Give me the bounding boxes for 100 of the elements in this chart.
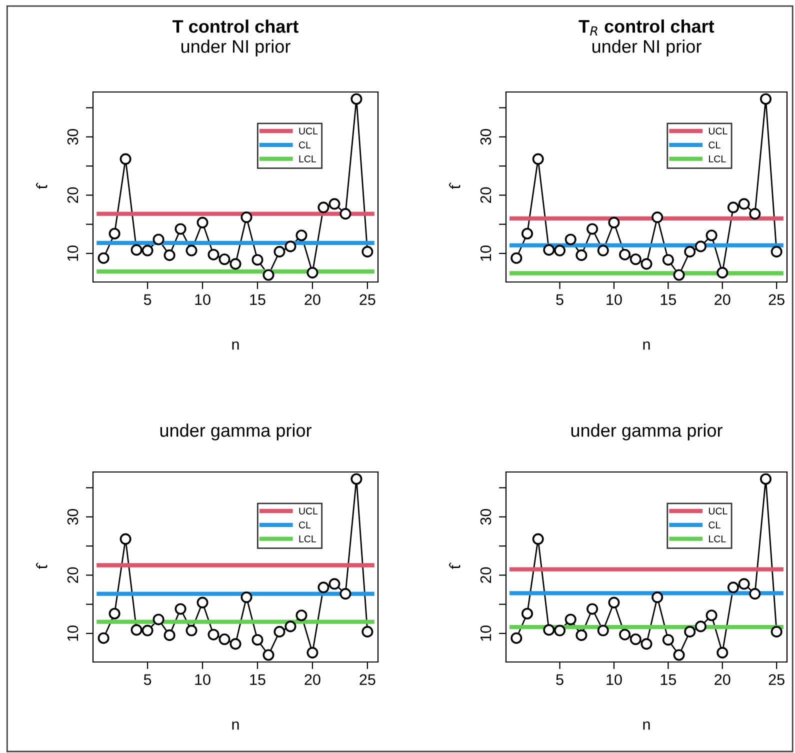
- x-tick-label: 5: [144, 674, 152, 686]
- y-tick-label: 30: [480, 508, 492, 525]
- point: [673, 269, 685, 281]
- y-axis-title: t̂: [448, 562, 460, 569]
- x-tick-label: 15: [250, 674, 266, 686]
- point: [608, 216, 620, 228]
- point: [350, 93, 362, 105]
- x-tick-label: 25: [360, 294, 376, 306]
- point: [362, 246, 374, 258]
- point: [284, 240, 296, 252]
- y-tick-label: 20: [480, 567, 492, 583]
- x-tick-label: 25: [768, 294, 784, 306]
- point: [208, 628, 220, 640]
- chart-title: T$_{R}$ control chart: [578, 19, 714, 36]
- legend-label: CL: [298, 142, 311, 148]
- point: [673, 649, 685, 661]
- x-tick-label: 20: [714, 674, 730, 686]
- y-tick-label: 30: [480, 128, 492, 145]
- y-axis-title: t̂: [36, 562, 48, 569]
- point: [142, 244, 154, 256]
- x-tick-label: 10: [606, 674, 622, 686]
- point: [208, 248, 220, 260]
- point: [694, 240, 706, 252]
- chart-subtitle: under gamma prior: [160, 424, 312, 440]
- point: [770, 626, 782, 638]
- y-tick-label: 10: [480, 626, 492, 641]
- x-tick-label: 20: [304, 294, 320, 306]
- point: [532, 533, 544, 545]
- point: [274, 626, 286, 638]
- point: [164, 629, 176, 641]
- legend-label: UCL: [299, 128, 318, 134]
- point: [564, 614, 576, 626]
- point: [564, 234, 576, 246]
- point: [586, 223, 598, 235]
- point: [760, 473, 772, 485]
- point: [186, 244, 198, 256]
- point: [630, 254, 642, 266]
- point: [328, 578, 340, 590]
- point: [130, 244, 142, 256]
- chart-subtitle: under gamma prior: [571, 424, 722, 440]
- point: [770, 246, 782, 258]
- point: [142, 624, 154, 636]
- point: [296, 610, 308, 622]
- point: [262, 649, 274, 661]
- x-tick-label: 10: [195, 294, 210, 306]
- point: [108, 608, 120, 620]
- legend-label: LCL: [299, 155, 316, 162]
- y-axis-title: t̂: [448, 182, 460, 189]
- point: [716, 266, 728, 278]
- point: [186, 624, 198, 636]
- point: [684, 626, 696, 638]
- point: [262, 269, 274, 281]
- point: [120, 533, 132, 545]
- point: [230, 638, 242, 650]
- y-axis-title: t̂: [36, 182, 48, 189]
- point: [174, 223, 186, 235]
- x-tick-label: 15: [660, 674, 676, 686]
- point: [98, 252, 110, 264]
- chart-subtitle: under NI prior: [592, 40, 702, 56]
- point: [532, 153, 544, 165]
- point: [619, 628, 631, 640]
- point: [662, 254, 674, 266]
- y-tick-label: 20: [67, 187, 78, 203]
- point: [510, 632, 522, 644]
- x-tick-label: 5: [556, 674, 564, 686]
- point: [306, 266, 318, 278]
- y-tick-label: 30: [67, 508, 78, 525]
- point: [284, 620, 296, 632]
- point: [597, 244, 609, 256]
- point: [230, 258, 242, 270]
- x-axis-title: n: [232, 341, 239, 350]
- point: [543, 244, 555, 256]
- point: [350, 473, 362, 485]
- point: [362, 626, 374, 638]
- y-tick-label: 10: [67, 246, 78, 261]
- point: [760, 93, 772, 105]
- point: [543, 624, 555, 636]
- point: [252, 634, 264, 646]
- point: [662, 634, 674, 646]
- point: [727, 582, 739, 594]
- legend-label: CL: [298, 522, 311, 528]
- point: [252, 254, 264, 266]
- y-tick-label: 30: [67, 128, 78, 145]
- x-tick-label: 20: [714, 294, 730, 306]
- point: [738, 198, 750, 210]
- point: [152, 234, 164, 246]
- legend-label: CL: [708, 522, 720, 528]
- point: [597, 624, 609, 636]
- point: [274, 246, 286, 258]
- point: [554, 624, 566, 636]
- point: [318, 582, 330, 594]
- point: [240, 592, 252, 604]
- x-axis-title: n: [643, 721, 650, 730]
- point: [652, 592, 664, 604]
- point: [340, 588, 352, 600]
- point: [196, 596, 208, 608]
- point: [619, 248, 631, 260]
- point: [218, 634, 230, 646]
- point: [640, 258, 652, 270]
- point: [706, 230, 718, 242]
